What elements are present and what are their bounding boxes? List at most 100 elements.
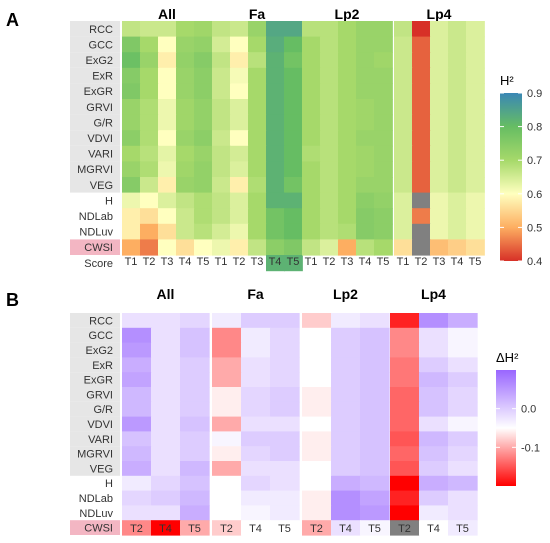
heat-cell <box>270 313 300 329</box>
heat-cell <box>284 208 303 225</box>
heat-cell <box>394 223 413 240</box>
heat-cell <box>151 387 181 403</box>
heat-cell <box>412 83 431 100</box>
heat-cell <box>302 99 321 116</box>
heat-cell <box>241 520 271 536</box>
heat-cell <box>448 36 467 53</box>
heat-cell <box>176 239 195 256</box>
heat-cell <box>230 36 249 53</box>
heat-cell <box>448 83 467 100</box>
heat-cell <box>270 357 300 373</box>
heat-cell <box>338 239 357 256</box>
heat-cell <box>338 192 357 209</box>
heat-cell <box>374 130 393 147</box>
heat-cell <box>390 505 420 521</box>
heat-cell <box>241 387 271 403</box>
heat-cell <box>302 192 321 209</box>
heat-cell <box>466 145 485 162</box>
heat-cell <box>302 21 321 38</box>
heat-cell <box>248 67 267 84</box>
heat-cell <box>241 342 271 358</box>
heat-cell <box>212 208 231 225</box>
row-label-bg <box>70 357 120 373</box>
heat-cell <box>302 177 321 194</box>
heat-cell <box>430 208 449 225</box>
heat-cell <box>419 401 449 418</box>
heat-cell <box>412 36 431 53</box>
heat-cell <box>320 83 339 100</box>
row-label-bg <box>70 52 120 68</box>
heat-cell <box>356 99 375 116</box>
heat-cell <box>122 223 141 240</box>
heat-cell <box>230 208 249 225</box>
heat-cell <box>448 192 467 209</box>
heat-cell <box>248 21 267 38</box>
heat-cell <box>194 67 213 84</box>
heat-cell <box>176 192 195 209</box>
x-tick-label: T4 <box>451 256 464 268</box>
heat-cell <box>248 208 267 225</box>
heat-cell <box>466 239 485 256</box>
heat-cell <box>320 177 339 194</box>
facet-title-lp2: Lp2 <box>333 286 358 302</box>
heat-cell <box>448 239 467 256</box>
x-tick-label: T4 <box>339 523 352 535</box>
heat-cell <box>270 490 300 506</box>
heat-cell <box>448 161 467 178</box>
heat-cell <box>338 67 357 84</box>
heat-cell <box>419 446 449 462</box>
heat-cell <box>212 461 242 477</box>
row-label-ndlab: NDLab <box>79 211 113 223</box>
row-label-bg <box>70 145 120 162</box>
heat-cell <box>360 416 390 432</box>
heat-cell <box>122 461 152 477</box>
heat-cell <box>412 177 431 194</box>
heat-cell <box>448 387 478 403</box>
heat-cell <box>360 446 390 462</box>
heat-cell <box>241 401 271 418</box>
heat-cell <box>331 520 361 536</box>
heat-cell <box>360 327 390 344</box>
heat-cell <box>158 239 177 256</box>
row-label-exgr: ExGR <box>84 86 113 98</box>
heat-cell <box>122 145 141 162</box>
heat-cell <box>122 401 152 418</box>
heat-cell <box>302 239 321 256</box>
heat-cell <box>122 36 141 53</box>
heat-cell <box>194 83 213 100</box>
heat-cell <box>466 161 485 178</box>
heat-cell <box>122 83 141 100</box>
heat-cell <box>230 192 249 209</box>
heat-cell <box>151 505 181 521</box>
facet-title-fa: Fa <box>249 6 266 22</box>
heat-cell <box>419 490 449 506</box>
heat-cell <box>448 461 478 477</box>
heat-cell <box>212 192 231 209</box>
heat-cell <box>176 130 195 147</box>
heat-cell <box>158 192 177 209</box>
heat-cell <box>284 114 303 131</box>
heat-cell <box>331 327 361 344</box>
heat-cell <box>356 192 375 209</box>
heat-cell <box>212 431 242 447</box>
heat-cell <box>412 99 431 116</box>
heat-cell <box>448 520 478 536</box>
heat-cell <box>270 431 300 447</box>
row-label-g-r: G/R <box>93 404 113 416</box>
heat-cell <box>390 342 420 358</box>
x-tick-label: T4 <box>179 256 192 268</box>
heat-cell <box>176 161 195 178</box>
heat-cell <box>338 52 357 69</box>
heat-cell <box>180 313 210 329</box>
heat-cell <box>390 520 420 536</box>
heat-cell <box>390 372 420 388</box>
heat-cell <box>241 505 271 521</box>
heat-cell <box>212 52 231 69</box>
x-tick-label: T2 <box>143 256 156 268</box>
heat-cell <box>302 83 321 100</box>
heat-cell <box>419 387 449 403</box>
heat-cell <box>194 36 213 53</box>
heat-cell <box>270 342 300 358</box>
heat-cell <box>356 52 375 69</box>
row-label-vdvi: VDVI <box>87 419 113 431</box>
